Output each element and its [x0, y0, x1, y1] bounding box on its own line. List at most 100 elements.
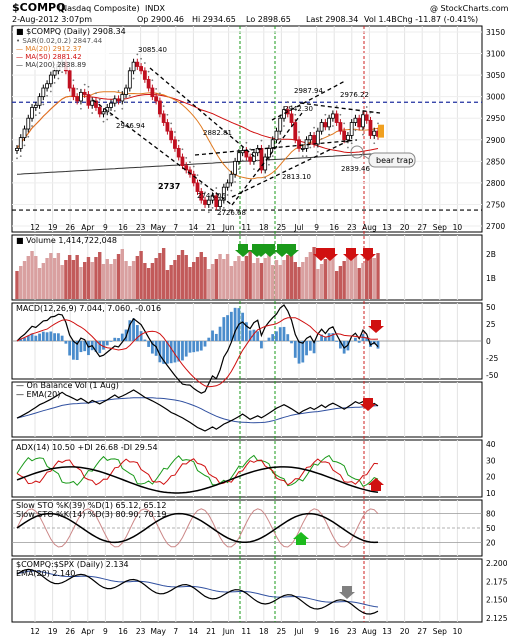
candle-body	[297, 139, 301, 149]
volume-bar	[19, 266, 23, 299]
volume-bar	[192, 262, 196, 299]
legend-sto1: Slow STO %K(39) %D(1) 65.12, 65.12	[16, 501, 166, 510]
candle-body	[346, 135, 350, 141]
symbol: $COMPQ	[12, 1, 65, 14]
legend-ma200: — MA(200) 2838.89	[16, 61, 86, 69]
candle-body	[142, 70, 147, 80]
candle-body	[150, 87, 155, 98]
sar-dot	[313, 126, 315, 129]
macd-histogram-bar	[365, 337, 369, 341]
candle-body	[180, 156, 185, 167]
volume-bar	[297, 267, 301, 299]
candle-body	[176, 147, 181, 158]
legend-sar: • SAR(0.02,0.2) 2847.44	[16, 37, 103, 45]
sar-dot	[166, 113, 169, 116]
trend-line	[92, 99, 233, 206]
sar-dot	[185, 156, 188, 159]
volume-bar	[101, 264, 106, 299]
sar-dot	[34, 114, 37, 117]
candle-body	[315, 130, 320, 145]
candle-body	[372, 130, 377, 136]
sar-dot	[324, 113, 327, 116]
candle-body	[218, 199, 222, 207]
x-tick-label-bottom: 27	[417, 627, 427, 636]
volume-green-arrow	[235, 244, 251, 257]
candle-body	[214, 195, 219, 207]
sar-dot	[365, 106, 368, 108]
bear-trap-label: bear trap	[376, 156, 413, 165]
x-tick-label-bottom: 7	[173, 627, 178, 636]
price-y-tick: 2900	[486, 136, 505, 145]
macd-histogram-bar	[203, 341, 207, 347]
x-tick-label-top: Sep	[433, 223, 447, 232]
candle-body	[225, 182, 230, 188]
macd-histogram-bar	[68, 341, 72, 356]
x-tick-label-bottom: 9	[103, 627, 108, 636]
macd-histogram-bar	[252, 329, 256, 341]
sar-dot	[207, 211, 210, 214]
macd-histogram-bar	[181, 341, 184, 361]
sar-dot	[83, 83, 86, 86]
brand: @ StockCharts.com	[430, 4, 509, 13]
sar-dot	[268, 163, 270, 166]
volume-bar	[229, 266, 234, 299]
sar-dot	[27, 135, 30, 138]
annotation-2882: 2882.81	[203, 129, 232, 137]
sar-dot	[362, 133, 364, 136]
price-y-tick: 2700	[486, 222, 505, 231]
exchange: INDX	[145, 4, 166, 13]
sto-green-arrow	[293, 532, 309, 545]
sar-dot	[279, 138, 282, 140]
annotation-2744: 2744.06	[197, 192, 226, 200]
candle-body	[97, 107, 102, 115]
candle-body	[101, 111, 106, 115]
sar-dot	[31, 125, 33, 127]
ratio-ema-line	[16, 570, 379, 608]
macd-histogram-bar	[256, 331, 260, 341]
candle-body	[252, 152, 256, 162]
candle-body	[165, 122, 170, 132]
obv-line	[16, 389, 379, 432]
sar-dot	[204, 191, 206, 194]
sto-y-tick: 50	[486, 524, 496, 533]
x-tick-label-bottom: 13	[382, 627, 392, 636]
candle-body	[18, 137, 23, 149]
candle-body	[240, 150, 245, 154]
x-tick-label-bottom: Jul	[293, 627, 303, 636]
sar-dot	[320, 138, 323, 140]
candle-body	[338, 122, 343, 132]
x-tick-label-bottom: 10	[453, 627, 463, 636]
volume-y-tick: 1B	[486, 274, 496, 283]
x-tick-label-top: 12	[30, 223, 40, 232]
volume-bar	[67, 255, 72, 299]
sar-dot	[264, 176, 267, 179]
macd-histogram-bar	[376, 341, 380, 349]
candle-body	[361, 114, 365, 128]
candle-body	[120, 94, 125, 102]
macd-histogram-bar	[49, 331, 53, 341]
candle-body	[267, 147, 271, 158]
candle-body	[82, 91, 87, 95]
sar-dot	[347, 146, 349, 149]
annotation-2813: 2813.10	[282, 173, 311, 181]
sar-dot	[98, 98, 101, 101]
sar-dot	[350, 142, 353, 145]
macd-histogram-bar	[166, 341, 169, 364]
trend-line	[231, 139, 351, 198]
volume-bar	[82, 262, 87, 299]
macd-histogram-bar	[320, 334, 323, 341]
candle-body	[135, 61, 140, 67]
volume-bar	[301, 262, 305, 299]
candle-body	[203, 199, 207, 205]
candle-body	[71, 87, 76, 98]
legend-macd: MACD(12,26,9) 7.044, 7.060, -0.016	[16, 304, 161, 313]
sar-dot	[294, 113, 297, 116]
sar-dot	[113, 109, 116, 112]
macd-histogram-bar	[132, 318, 135, 341]
macd-histogram-bar	[158, 341, 162, 363]
macd-histogram-bar	[316, 341, 320, 342]
adx-red-arrow	[368, 478, 384, 491]
price-y-tick: 3100	[486, 50, 505, 59]
candle-body	[259, 147, 264, 171]
x-tick-label-bottom: 12	[30, 627, 40, 636]
